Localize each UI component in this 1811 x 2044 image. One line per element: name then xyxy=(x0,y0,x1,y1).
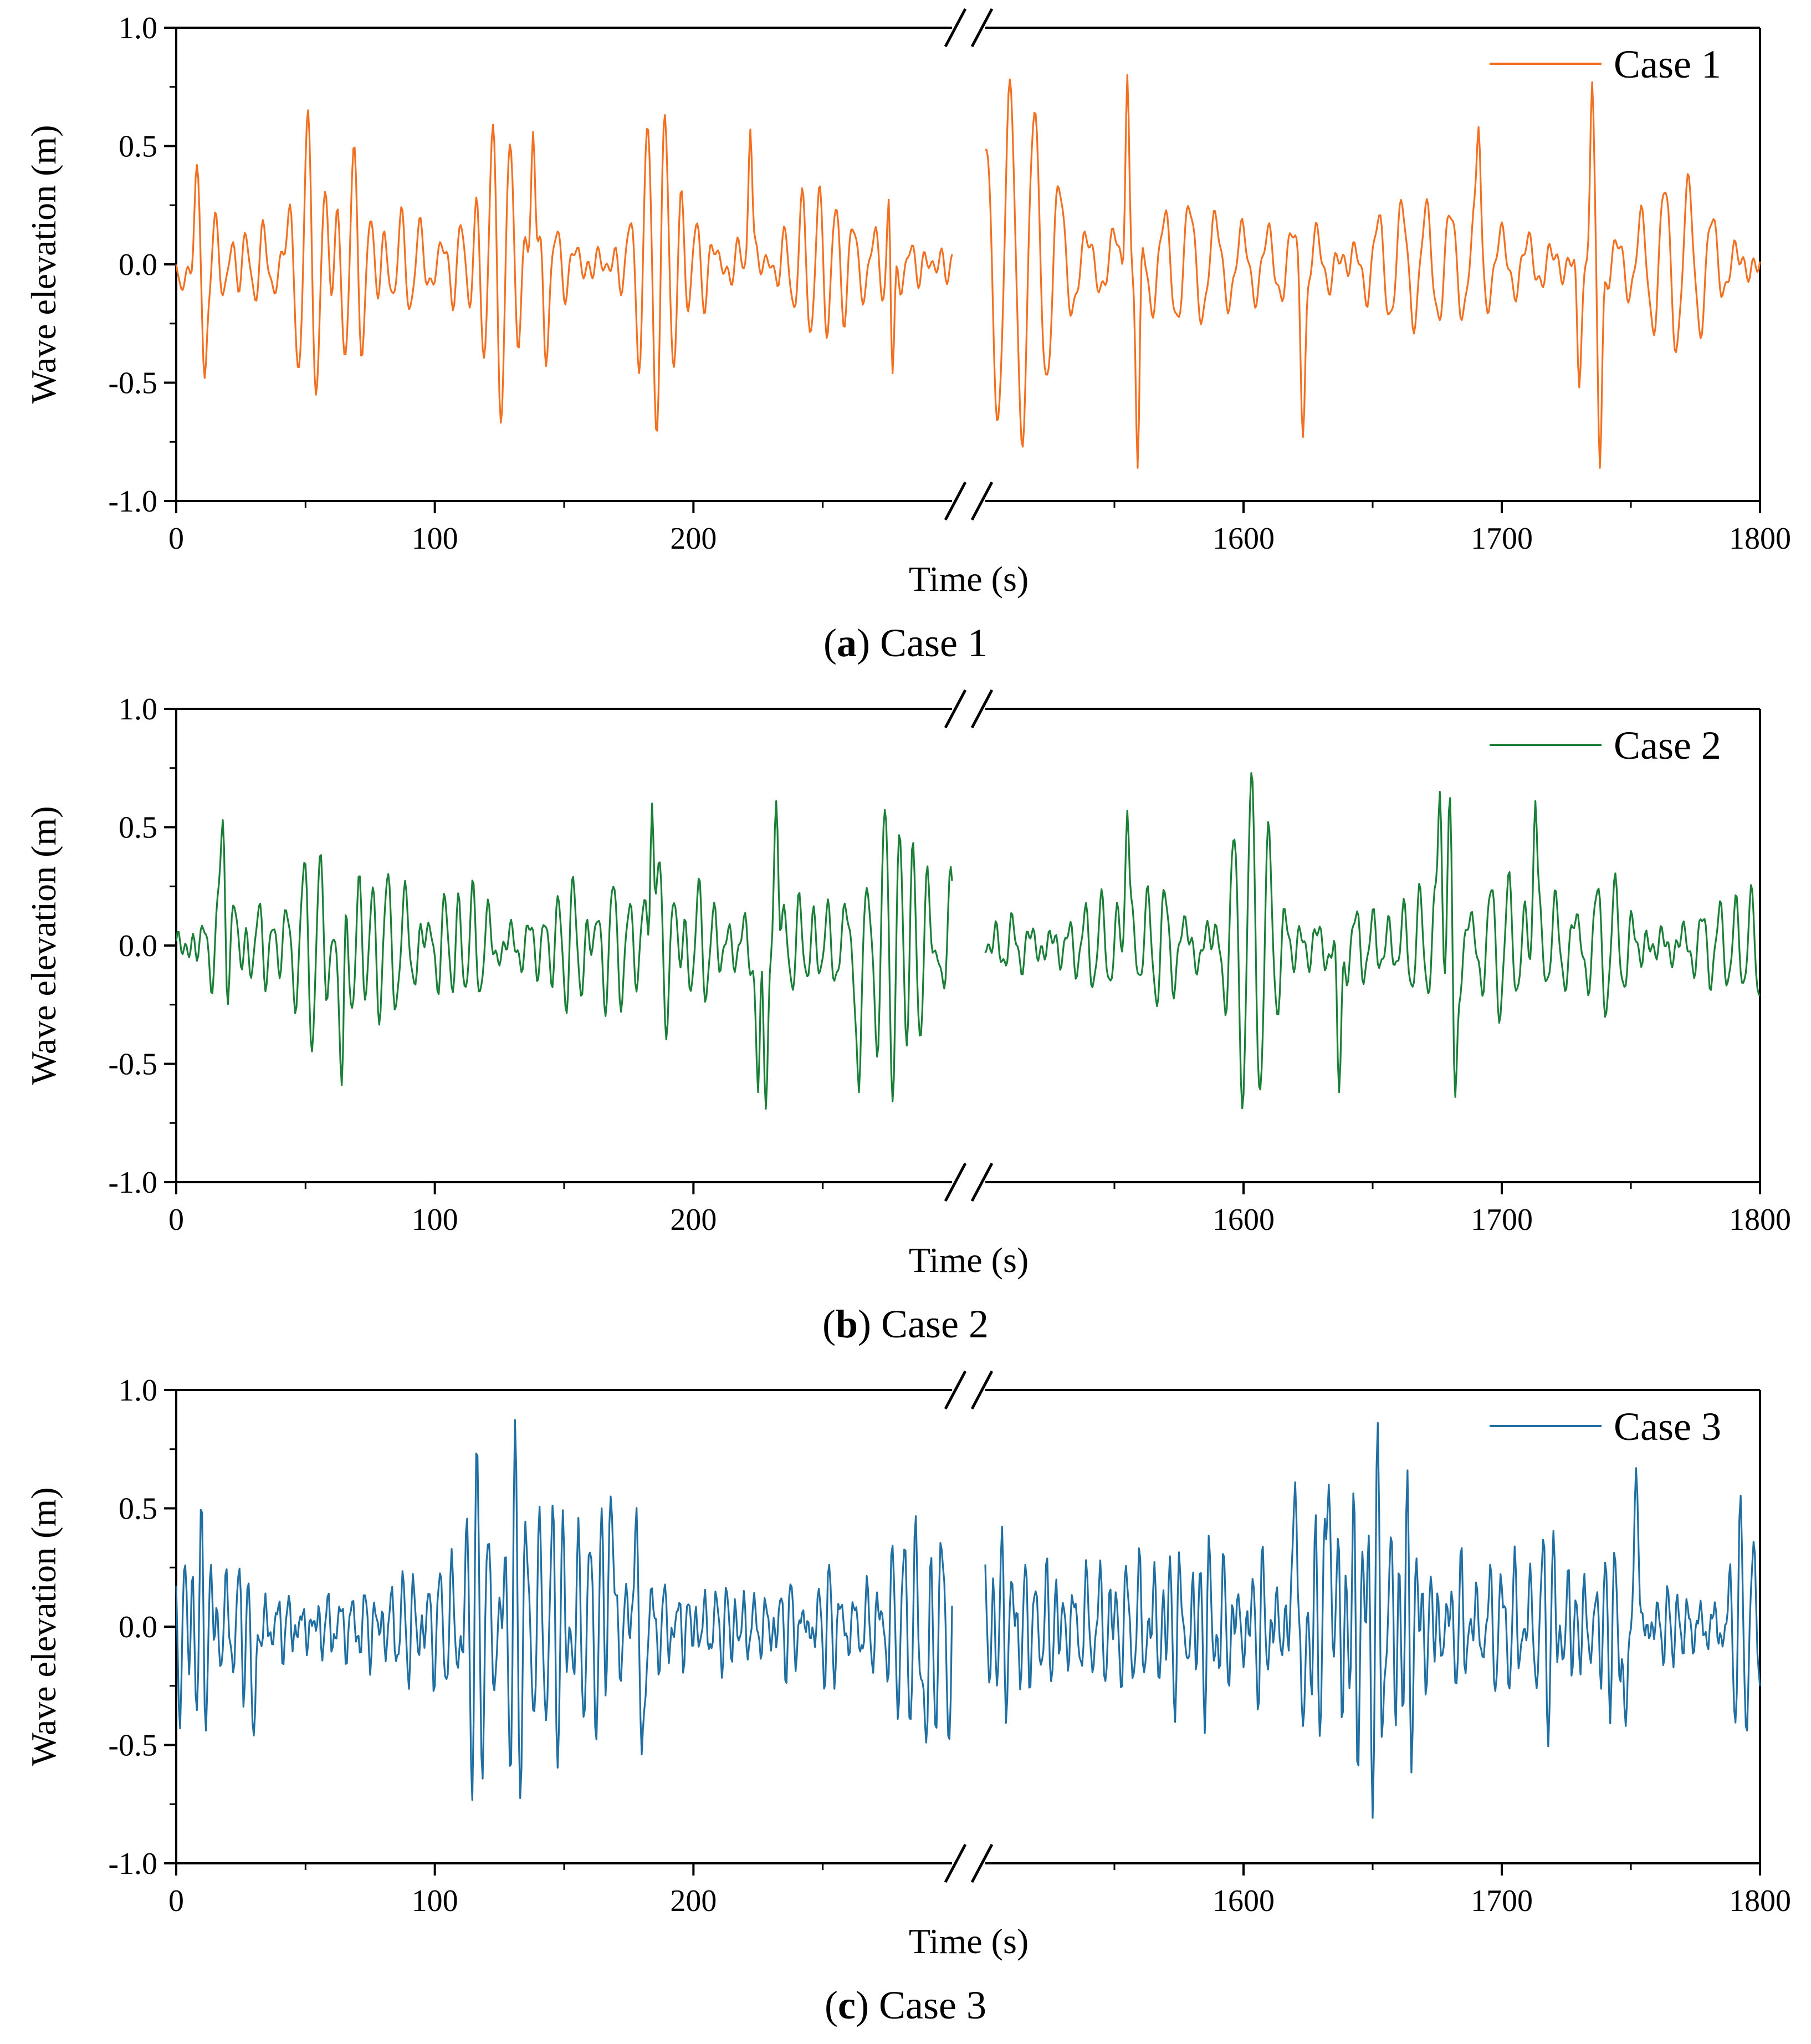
caption-text: Case 2 xyxy=(881,1302,989,1346)
x-tick-label: 200 xyxy=(670,1203,717,1237)
x-tick-label: 1800 xyxy=(1729,1884,1791,1918)
axis-break-mark xyxy=(944,689,967,729)
axis-break-mark xyxy=(970,1370,994,1410)
series-line-second-segment xyxy=(985,74,1761,469)
x-axis-title: Time (s) xyxy=(909,1922,1029,1961)
x-axis-title: Time (s) xyxy=(909,1240,1029,1280)
chart-a: -1.0 -0.5 0.0 0.5 1.0 0 100 200 1600 1700 1800 Time… xyxy=(24,8,1791,599)
x-tick-label: 100 xyxy=(412,522,458,556)
y-tick-label: -1.0 xyxy=(108,1847,157,1881)
legend-label: Case 2 xyxy=(1614,723,1721,768)
y-tick-label: 1.0 xyxy=(119,692,157,727)
x-tick-label: 1700 xyxy=(1471,522,1533,556)
y-axis-title: Wave elevation (m) xyxy=(24,806,63,1085)
x-tick-label: 200 xyxy=(670,522,717,556)
axis-break-mark xyxy=(970,689,994,729)
series-line-first-segment xyxy=(175,1419,953,1801)
panel-a: -1.0 -0.5 0.0 0.5 1.0 0 100 200 1600 1700 1800 Time… xyxy=(0,0,1811,681)
panel-c: -1.0 -0.5 0.0 0.5 1.0 0 100 200 1600 1700 1800 Time… xyxy=(0,1362,1811,2043)
y-tick-label: -0.5 xyxy=(108,1047,157,1082)
axis-break-mark xyxy=(970,8,994,48)
y-tick-label: -0.5 xyxy=(108,366,157,401)
caption-text: Case 3 xyxy=(878,1983,986,2027)
caption-c: (c) Case 3 xyxy=(825,1983,986,2027)
x-tick-label: 0 xyxy=(168,1203,184,1237)
caption-text: Case 1 xyxy=(880,621,988,665)
caption-b: (b) Case 2 xyxy=(822,1302,989,1346)
y-tick-label: 0.5 xyxy=(119,811,157,845)
x-tick-label: 1700 xyxy=(1471,1203,1533,1237)
x-tick-label: 1800 xyxy=(1729,522,1791,556)
series-line-first-segment xyxy=(175,800,953,1110)
x-tick-label: 1600 xyxy=(1213,1884,1275,1918)
series-line-second-segment xyxy=(984,1422,1761,1819)
x-tick-label: 1600 xyxy=(1213,1203,1275,1237)
y-axis-title: Wave elevation (m) xyxy=(24,125,63,403)
x-tick-label: 0 xyxy=(168,1884,184,1918)
y-tick-label: -1.0 xyxy=(108,484,157,519)
y-tick-label: 1.0 xyxy=(119,1373,157,1408)
x-tick-label: 1800 xyxy=(1729,1203,1791,1237)
axis-break-mark xyxy=(970,1843,994,1883)
caption-letter: b xyxy=(835,1302,858,1346)
y-tick-label: -1.0 xyxy=(108,1166,157,1200)
panel-b: -1.0 -0.5 0.0 0.5 1.0 0 100 200 1600 1700 1800 Time… xyxy=(0,681,1811,1362)
series-line-first-segment xyxy=(175,109,953,432)
axis-break-mark xyxy=(944,8,967,48)
x-tick-label: 100 xyxy=(412,1884,458,1918)
caption-letter: c xyxy=(838,1983,856,2027)
y-axis-title: Wave elevation (m) xyxy=(24,1487,63,1766)
y-tick-label: 0.5 xyxy=(119,1492,157,1526)
y-tick-label: 0.5 xyxy=(119,130,157,164)
axis-break-mark xyxy=(944,1162,967,1202)
legend-label: Case 1 xyxy=(1614,42,1721,86)
x-tick-label: 1700 xyxy=(1471,1884,1533,1918)
axis-break-mark xyxy=(944,1843,967,1883)
axis-break-mark xyxy=(970,1162,994,1202)
chart-b: -1.0 -0.5 0.0 0.5 1.0 0 100 200 1600 1700 1800 Time… xyxy=(24,689,1791,1280)
x-tick-label: 1600 xyxy=(1213,522,1275,556)
y-tick-label: -0.5 xyxy=(108,1729,157,1763)
y-tick-label: 0.0 xyxy=(119,929,157,963)
x-axis-title: Time (s) xyxy=(909,559,1029,599)
y-tick-label: 0.0 xyxy=(119,1610,157,1644)
caption-letter: a xyxy=(837,621,857,665)
axis-break-mark xyxy=(944,1370,967,1410)
x-tick-label: 0 xyxy=(168,522,184,556)
x-tick-label: 100 xyxy=(412,1203,458,1237)
axis-break-mark xyxy=(970,481,994,521)
x-tick-label: 200 xyxy=(670,1884,717,1918)
series-line-second-segment xyxy=(984,772,1761,1110)
y-tick-label: 1.0 xyxy=(119,11,157,45)
legend-label: Case 3 xyxy=(1614,1404,1721,1449)
caption-a: (a) Case 1 xyxy=(823,621,988,665)
chart-c: -1.0 -0.5 0.0 0.5 1.0 0 100 200 1600 1700 1800 Time… xyxy=(24,1370,1791,1961)
axis-break-mark xyxy=(944,481,967,521)
y-tick-label: 0.0 xyxy=(119,248,157,282)
